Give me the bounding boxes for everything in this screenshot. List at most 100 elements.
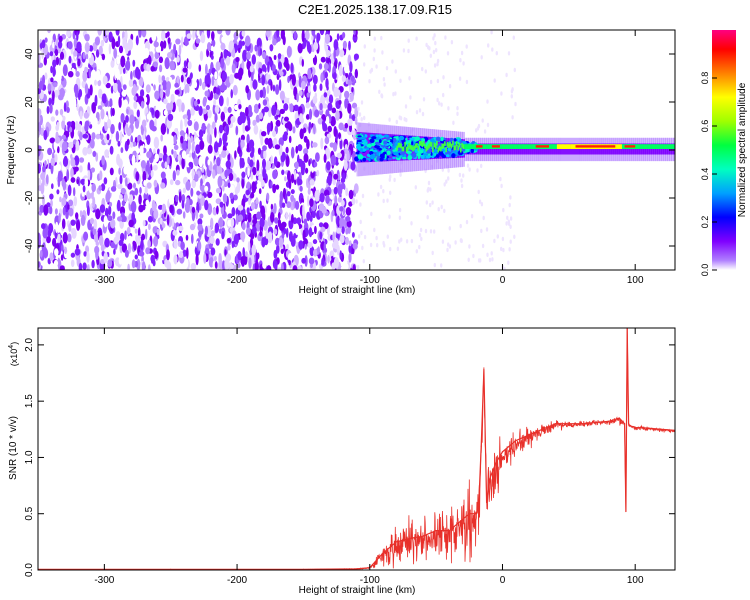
spectrogram-cell — [668, 144, 670, 149]
spectrogram-cell — [373, 36, 376, 41]
spectrogram-cell — [221, 36, 225, 43]
spectrogram-cell — [210, 45, 214, 52]
spectrogram-cell — [189, 223, 196, 231]
spectrogram-cell — [116, 153, 121, 166]
spectrogram-cell — [259, 89, 264, 99]
snr-multiplier-base: (x10 — [9, 349, 19, 367]
spectrogram-cell — [70, 219, 76, 226]
spectrogram-cell — [396, 246, 400, 251]
spectrogram-cell — [191, 142, 195, 154]
spectrogram-cell — [278, 237, 284, 248]
spectrogram-cell — [146, 134, 151, 145]
spectrogram-cell — [99, 204, 106, 213]
spectrogram-cell — [185, 234, 189, 241]
spectrogram-cell — [204, 199, 209, 211]
spectrogram-cell — [305, 102, 311, 109]
spectrogram-cell — [274, 237, 281, 246]
spectrogram-cell — [283, 131, 289, 137]
spectrogram-cell — [82, 133, 89, 139]
spectrogram-cell — [118, 167, 121, 175]
spectrogram-cell — [316, 189, 320, 202]
spectrogram-cell — [140, 126, 144, 136]
spectrogram-cell — [246, 134, 250, 145]
spectrogram-cell — [122, 84, 127, 90]
spectrogram-cell — [309, 198, 314, 208]
spectrogram-cell — [476, 168, 479, 173]
spectrogram-cell — [107, 118, 112, 129]
spectrogram-cell — [41, 39, 46, 49]
spectrogram-cell — [223, 181, 228, 188]
spectrogram-cell — [502, 144, 505, 149]
spectrogram-cell — [76, 219, 81, 231]
spectrogram-cell — [402, 146, 405, 152]
spectrogram-cell — [97, 79, 102, 87]
spectrogram-cell — [324, 33, 331, 45]
spectrogram-cell — [281, 232, 285, 239]
spectrogram-cell — [382, 77, 386, 82]
spectrogram-cell — [347, 118, 353, 126]
spectrogram-cell — [113, 47, 118, 59]
spectrogram-cell — [52, 42, 55, 49]
spectrogram-cell — [199, 213, 204, 219]
spectrogram-cell — [279, 190, 284, 203]
spectrogram-cell — [275, 36, 281, 42]
spectrogram-cell — [427, 180, 431, 186]
spectrogram-cell — [47, 56, 51, 68]
spectrogram-cell — [87, 264, 90, 270]
spectrogram-cell — [349, 123, 352, 133]
spectrogram-cell — [425, 142, 429, 145]
spectrogram-cell — [168, 196, 175, 205]
spectrogram-cell — [283, 86, 289, 94]
spectrogram-cell — [153, 136, 160, 149]
spectrogram-cell — [109, 145, 114, 155]
spectrogram-cell — [270, 203, 274, 211]
spectrogram-cell — [145, 93, 150, 106]
spectrogram-cell — [407, 48, 410, 54]
spectrogram-cell — [159, 217, 163, 225]
spectrogram-cell — [117, 183, 123, 190]
spectrogram-cell — [252, 33, 257, 45]
spectrogram-cell — [398, 135, 405, 141]
spectrogram-cell — [198, 129, 204, 138]
spectrogram-cell — [254, 260, 259, 270]
spectrogram-cell — [230, 115, 236, 123]
spectrogram-cell — [70, 259, 75, 268]
spectrogram-cell — [204, 225, 208, 236]
spectrogram-cell — [370, 211, 373, 217]
spectrogram-cell — [296, 92, 299, 103]
spectrogram-cell — [360, 144, 364, 147]
spectrogram-cell — [174, 82, 179, 88]
spectrogram-cell — [487, 43, 490, 48]
spectrogram-cell — [198, 156, 203, 168]
spectrogram-cell — [120, 232, 125, 243]
spectrogram-cell — [391, 59, 394, 64]
spectrogram-cell — [270, 155, 273, 164]
spectrogram-cell — [50, 157, 56, 166]
spectrogram-cell — [354, 82, 358, 91]
spectrogram-cell — [271, 104, 277, 116]
spectrogram-cell — [480, 55, 483, 60]
spectrogram-cell — [230, 89, 233, 99]
spectrogram-cell — [329, 194, 334, 200]
spectrogram-cell — [110, 123, 115, 135]
spectrogram-cell — [235, 156, 240, 165]
spectrogram-cell — [307, 67, 312, 80]
spectrogram-cell — [118, 45, 124, 54]
spectrogram-cell — [344, 122, 349, 129]
spectrogram-cell — [242, 49, 248, 62]
spectrogram-cell — [185, 180, 191, 191]
spectrogram-cell — [245, 227, 251, 236]
spectrogram-cell — [55, 131, 59, 138]
spectrogram-cell — [252, 119, 257, 127]
spectrogram-cell — [347, 79, 353, 86]
spectrogram-cell — [83, 231, 89, 241]
spectrogram-cell — [252, 166, 257, 176]
spectrogram-cell — [120, 147, 124, 154]
spectrogram-cell — [338, 132, 341, 140]
spectrogram-cell — [359, 219, 362, 225]
spectrogram-cell — [429, 229, 433, 234]
spectrogram-cell — [262, 167, 267, 179]
spectrogram-cell — [444, 141, 446, 146]
spectrogram-cell — [490, 251, 493, 256]
spectrogram-cell — [424, 69, 427, 74]
